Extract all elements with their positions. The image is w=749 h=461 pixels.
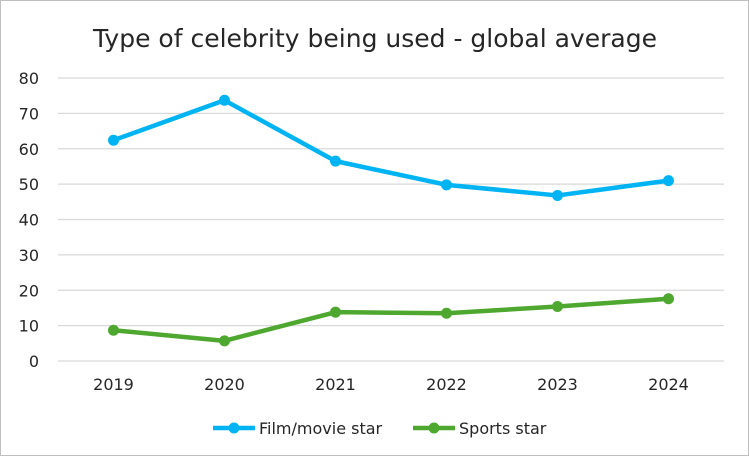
data-point xyxy=(330,155,341,167)
x-tick-label: 2022 xyxy=(426,375,467,394)
data-point xyxy=(330,306,341,318)
y-tick-label: 0 xyxy=(29,352,39,371)
y-tick-label: 20 xyxy=(19,281,39,300)
legend-item: Sports star xyxy=(413,419,547,438)
data-point xyxy=(219,335,230,347)
series-film-movie-star xyxy=(108,94,674,201)
legend-swatch-marker xyxy=(228,422,240,434)
legend-swatch-marker xyxy=(428,422,440,434)
data-point xyxy=(108,324,119,336)
x-tick-label: 2024 xyxy=(648,375,689,394)
y-tick-label: 70 xyxy=(19,104,39,123)
chart-title: Type of celebrity being used - global av… xyxy=(92,24,657,53)
x-tick-label: 2020 xyxy=(204,375,245,394)
data-point xyxy=(219,94,230,106)
x-tick-label: 2019 xyxy=(93,375,134,394)
y-axis-labels: 0 10 20 30 40 50 60 70 80 xyxy=(19,69,39,371)
series-line xyxy=(112,98,669,198)
y-tick-label: 40 xyxy=(19,211,39,230)
legend-label: Film/movie star xyxy=(259,419,383,438)
y-tick-label: 10 xyxy=(19,317,39,336)
x-axis-labels: 2019 2020 2021 2022 2023 2024 xyxy=(93,375,689,394)
y-tick-label: 30 xyxy=(19,246,39,265)
series-line xyxy=(113,296,669,344)
data-point xyxy=(108,134,119,146)
data-point xyxy=(441,179,452,191)
x-tick-label: 2021 xyxy=(315,375,356,394)
legend-label: Sports star xyxy=(459,419,547,438)
data-point xyxy=(552,189,563,201)
data-point xyxy=(663,175,674,187)
series-group xyxy=(108,94,674,347)
y-tick-label: 60 xyxy=(19,140,39,159)
data-point xyxy=(552,301,563,313)
y-tick-label: 50 xyxy=(19,175,39,194)
data-point xyxy=(441,307,452,319)
gridlines xyxy=(58,77,724,362)
legend: Film/movie star Sports star xyxy=(213,419,547,438)
data-point xyxy=(663,293,674,305)
legend-item: Film/movie star xyxy=(213,419,383,438)
x-tick-label: 2023 xyxy=(537,375,578,394)
y-tick-label: 80 xyxy=(19,69,39,88)
series-sports-star xyxy=(108,293,674,347)
